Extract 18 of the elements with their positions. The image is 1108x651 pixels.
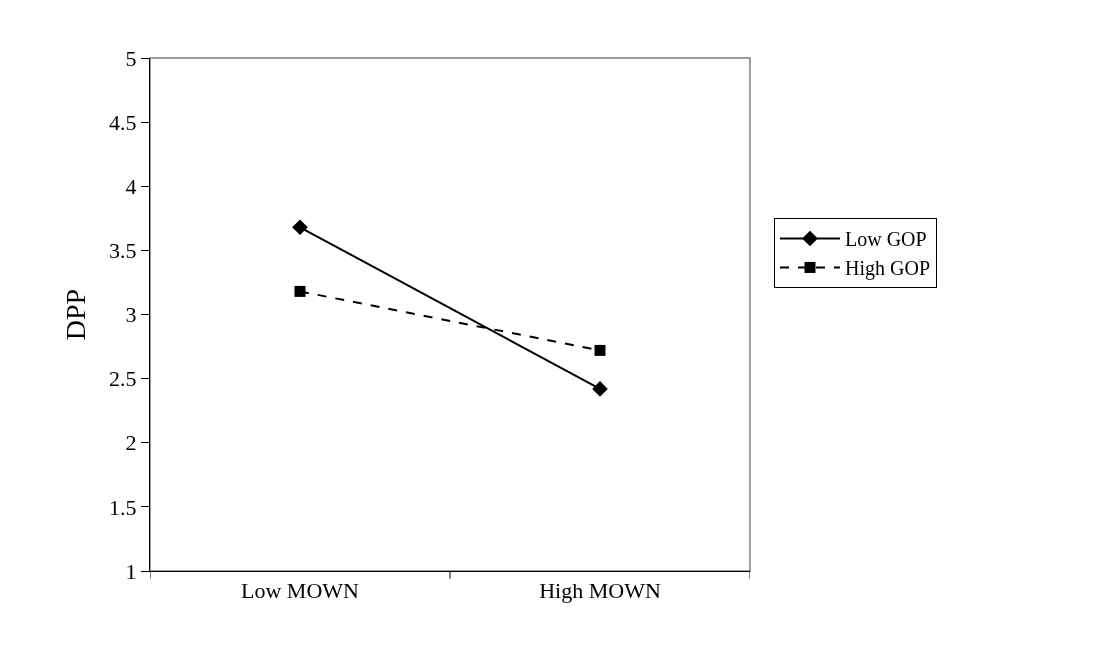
y-axis-title: DPP (59, 288, 91, 341)
y-tick-label: 2 (125, 430, 137, 456)
point (292, 219, 308, 236)
x-tick-label: High MOWN (539, 578, 661, 604)
y-tick-label: 4 (125, 173, 137, 199)
legend-label: Low GOP (845, 228, 927, 251)
y-tick-label: 4.5 (109, 109, 137, 135)
legend-label: High GOP (845, 257, 931, 281)
point (592, 381, 608, 397)
y-tick-label: 3 (125, 302, 137, 328)
point (594, 344, 606, 356)
y-tick-label: 1 (125, 558, 137, 584)
point (294, 285, 306, 297)
y-tick-label: 1.5 (109, 494, 137, 520)
y-tick-label: 5 (125, 45, 137, 71)
y-tick-label: 3.5 (109, 238, 137, 264)
y-tick-label: 2.5 (109, 366, 137, 392)
x-tick-label: Low MOWN (241, 578, 360, 604)
